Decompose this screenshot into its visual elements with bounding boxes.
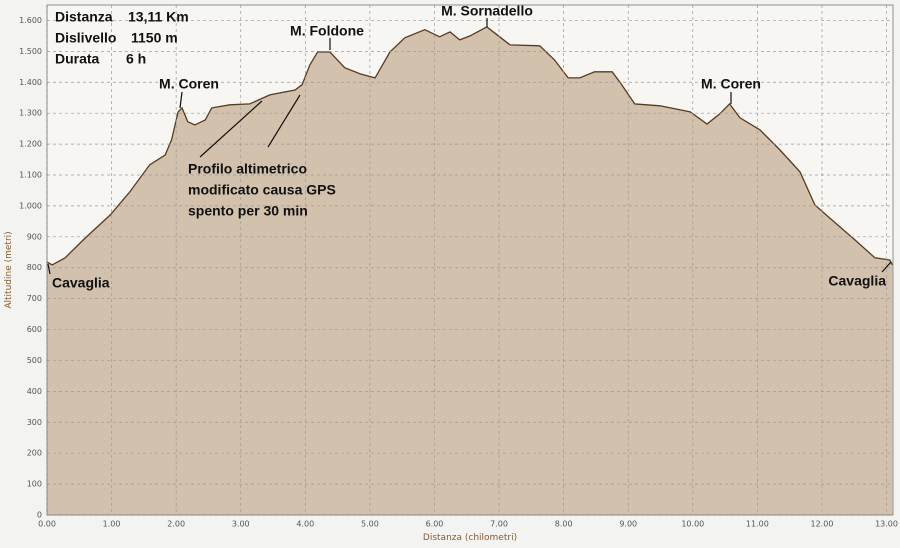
x-tick-label: 5.00 — [361, 520, 379, 529]
y-tick-label: 1.300 — [19, 109, 42, 118]
x-tick-label: 13.00 — [875, 520, 898, 529]
annotation: M. Coren — [701, 76, 761, 92]
elevation-line — [46, 26, 893, 266]
info-label: Dislivello — [55, 30, 116, 46]
pointer-line — [47, 263, 51, 275]
annotation: M. Sornadello — [441, 3, 533, 19]
pointer-line — [267, 94, 301, 148]
note: modificato causa GPS — [188, 182, 336, 198]
x-tick-label: 2.00 — [167, 520, 185, 529]
y-tick-label: 200 — [27, 449, 42, 458]
note: spento per 30 min — [188, 203, 308, 219]
annotation: Cavaglia — [828, 273, 886, 289]
y-tick-label: 100 — [27, 480, 42, 489]
y-tick-label: 1.000 — [19, 201, 42, 210]
y-tick-label: 800 — [27, 263, 42, 272]
x-tick-label: 4.00 — [296, 520, 314, 529]
info-value: 6 h — [126, 51, 146, 67]
pointer-line — [179, 91, 183, 109]
pointer-line — [881, 261, 892, 273]
annotation: Cavaglia — [52, 275, 110, 291]
pointer-line — [199, 100, 263, 158]
x-tick-label: 6.00 — [426, 520, 444, 529]
y-tick-label: 900 — [27, 232, 42, 241]
y-tick-label: 1.100 — [19, 171, 42, 180]
y-tick-label: 400 — [27, 387, 42, 396]
x-tick-label: 9.00 — [619, 520, 637, 529]
y-tick-label: 500 — [27, 356, 42, 365]
info-value: 1150 m — [131, 30, 178, 46]
x-tick-label: 12.00 — [811, 520, 834, 529]
x-tick-label: 0.00 — [38, 520, 56, 529]
x-tick-label: 10.00 — [681, 520, 704, 529]
annotation: M. Foldone — [290, 23, 364, 39]
info-value: 13,11 Km — [128, 9, 189, 25]
x-tick-label: 8.00 — [555, 520, 573, 529]
note: Profilo altimetrico — [188, 161, 307, 177]
info-label: Distanza — [55, 9, 113, 25]
y-tick-label: 1.400 — [19, 78, 42, 87]
plot-frame — [46, 4, 894, 516]
info-label: Durata — [55, 51, 100, 67]
x-tick-label: 1.00 — [103, 520, 121, 529]
x-axis-label: Distanza (chilometri) — [423, 533, 517, 543]
annotation: M. Coren — [159, 76, 219, 92]
y-tick-label: 1.600 — [19, 16, 42, 25]
y-tick-label: 1.200 — [19, 140, 42, 149]
y-tick-label: 700 — [27, 294, 42, 303]
y-tick-label: 1.500 — [19, 47, 42, 56]
x-tick-label: 11.00 — [746, 520, 769, 529]
y-tick-label: 300 — [27, 418, 42, 427]
y-tick-label: 0 — [37, 511, 42, 520]
y-tick-label: 600 — [27, 325, 42, 334]
x-tick-label: 7.00 — [490, 520, 508, 529]
x-tick-label: 3.00 — [232, 520, 250, 529]
elevation-area — [47, 26, 893, 516]
y-axis-label: Altitudine (metri) — [4, 231, 14, 308]
